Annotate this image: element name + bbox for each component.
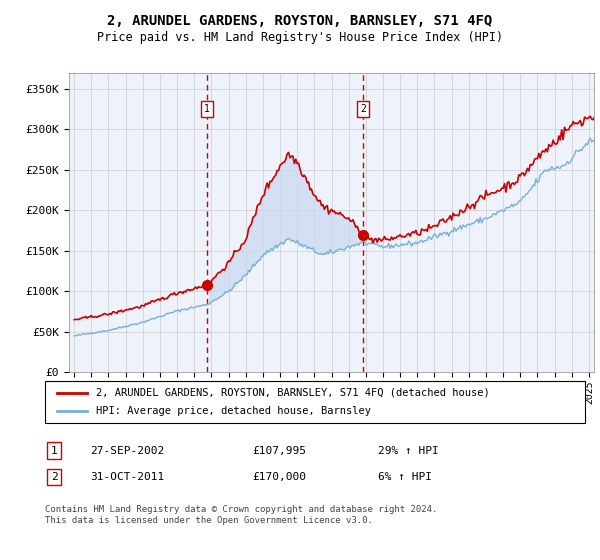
Text: 2: 2 [360, 104, 366, 114]
Text: £107,995: £107,995 [252, 446, 306, 456]
Text: 2: 2 [50, 472, 58, 482]
Text: 1: 1 [204, 104, 210, 114]
Text: £170,000: £170,000 [252, 472, 306, 482]
Text: 2, ARUNDEL GARDENS, ROYSTON, BARNSLEY, S71 4FQ: 2, ARUNDEL GARDENS, ROYSTON, BARNSLEY, S… [107, 14, 493, 28]
Text: 29% ↑ HPI: 29% ↑ HPI [378, 446, 439, 456]
Text: 31-OCT-2011: 31-OCT-2011 [90, 472, 164, 482]
Text: Price paid vs. HM Land Registry's House Price Index (HPI): Price paid vs. HM Land Registry's House … [97, 31, 503, 44]
Text: 2, ARUNDEL GARDENS, ROYSTON, BARNSLEY, S71 4FQ (detached house): 2, ARUNDEL GARDENS, ROYSTON, BARNSLEY, S… [96, 388, 490, 398]
Text: HPI: Average price, detached house, Barnsley: HPI: Average price, detached house, Barn… [96, 406, 371, 416]
Text: 1: 1 [50, 446, 58, 456]
Text: 27-SEP-2002: 27-SEP-2002 [90, 446, 164, 456]
Text: 6% ↑ HPI: 6% ↑ HPI [378, 472, 432, 482]
Text: Contains HM Land Registry data © Crown copyright and database right 2024.
This d: Contains HM Land Registry data © Crown c… [45, 505, 437, 525]
